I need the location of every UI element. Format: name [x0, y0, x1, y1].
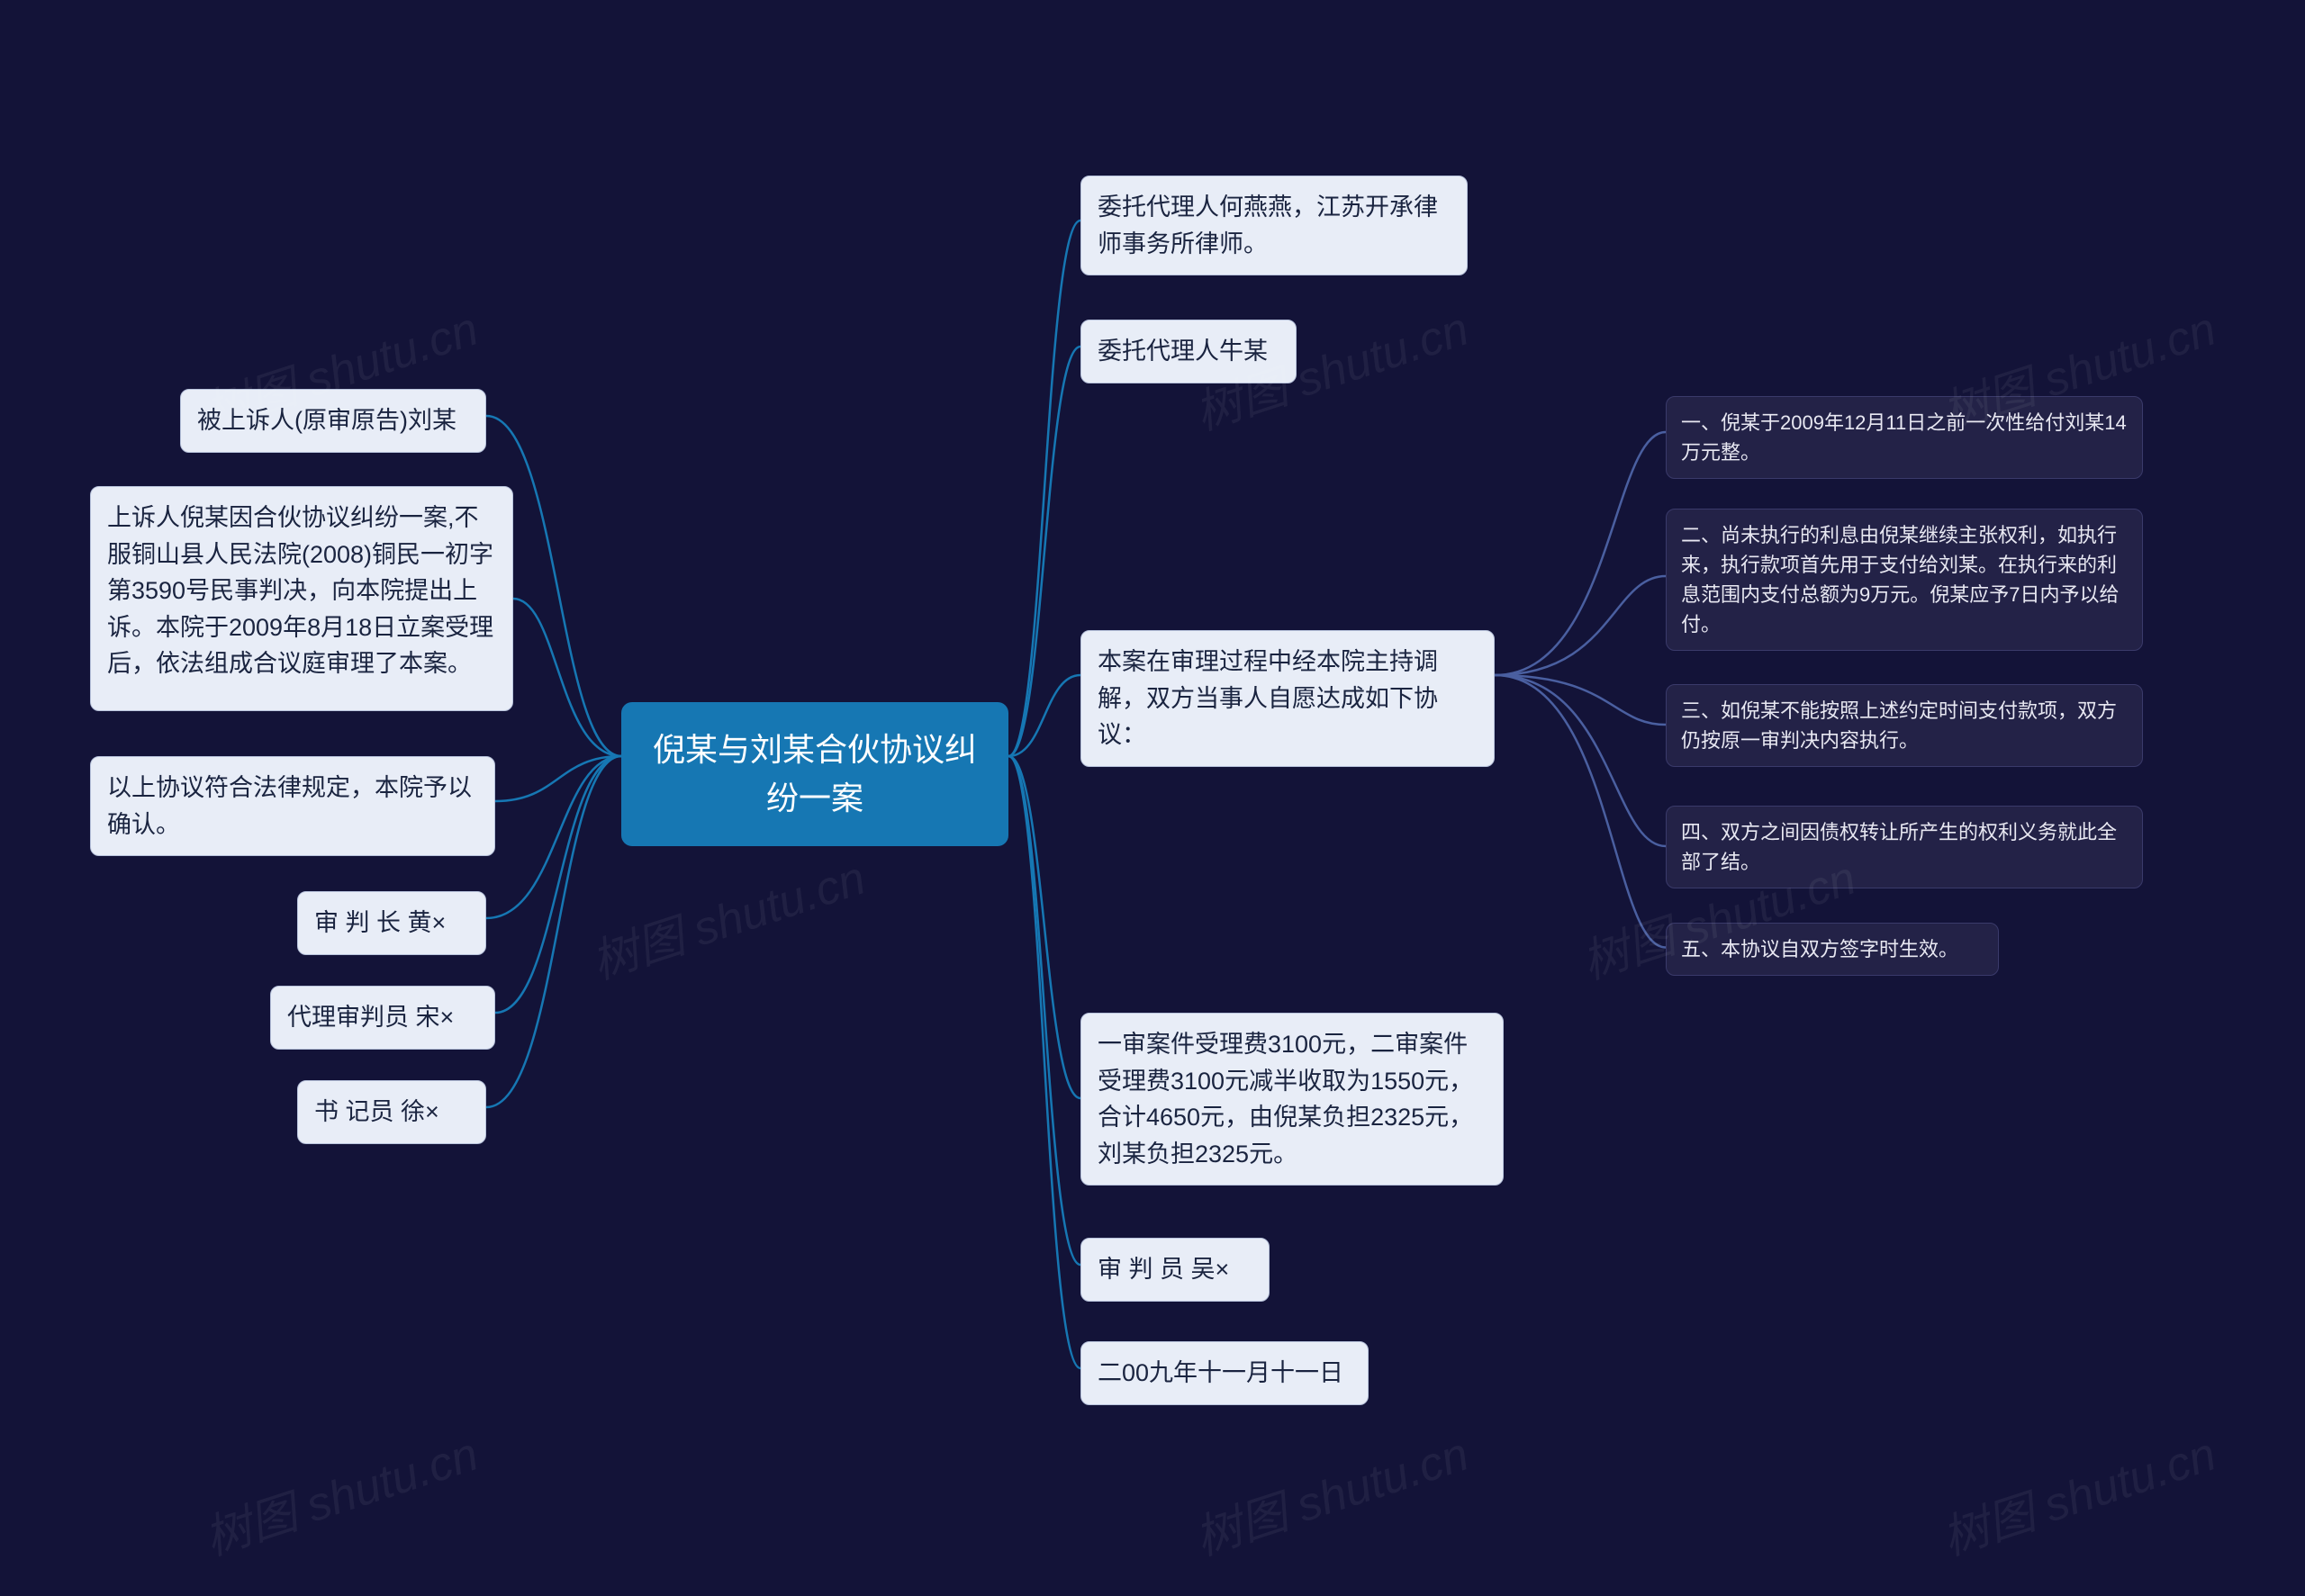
sub-node-s1: 一、倪某于2009年12月11日之前一次性给付刘某14万元整。	[1666, 396, 2143, 479]
right-node-r5: 审 判 员 吴×	[1080, 1238, 1270, 1302]
left-node-l6: 书 记员 徐×	[297, 1080, 486, 1144]
watermark-6: 树图 shutu.cn	[1185, 1416, 1476, 1568]
left-node-l3: 以上协议符合法律规定，本院予以确认。	[90, 756, 495, 856]
right-node-r1: 委托代理人何燕燕，江苏开承律师事务所律师。	[1080, 176, 1468, 275]
sub-node-s2: 二、尚未执行的利息由倪某继续主张权利，如执行来，执行款项首先用于支付给刘某。在执…	[1666, 509, 2143, 651]
sub-node-s3: 三、如倪某不能按照上述约定时间支付款项，双方仍按原一审判决内容执行。	[1666, 684, 2143, 767]
sub-node-s5: 五、本协议自双方签字时生效。	[1666, 923, 1999, 976]
watermark-7: 树图 shutu.cn	[1932, 1416, 2223, 1568]
left-node-l4: 审 判 长 黄×	[297, 891, 486, 955]
right-node-r3: 本案在审理过程中经本院主持调解，双方当事人自愿达成如下协议：	[1080, 630, 1495, 767]
sub-node-s4: 四、双方之间因债权转让所产生的权利义务就此全部了结。	[1666, 806, 2143, 888]
left-node-l5: 代理审判员 宋×	[270, 986, 495, 1050]
center-node: 倪某与刘某合伙协议纠纷一案	[621, 702, 1008, 846]
right-node-r2: 委托代理人牛某	[1080, 320, 1297, 383]
left-node-l2: 上诉人倪某因合伙协议纠纷一案,不服铜山县人民法院(2008)铜民一初字第3590…	[90, 486, 513, 711]
left-node-l1: 被上诉人(原审原告)刘某	[180, 389, 486, 453]
right-node-r4: 一审案件受理费3100元，二审案件受理费3100元减半收取为1550元，合计46…	[1080, 1013, 1504, 1186]
watermark-3: 树图 shutu.cn	[582, 840, 872, 992]
right-node-r6: 二00九年十一月十一日	[1080, 1341, 1369, 1405]
watermark-5: 树图 shutu.cn	[194, 1416, 485, 1568]
